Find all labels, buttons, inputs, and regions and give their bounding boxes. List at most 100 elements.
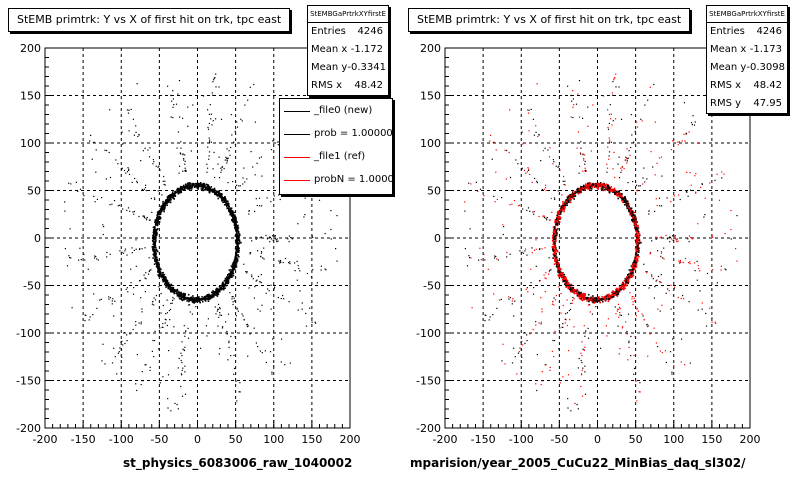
scatter-point <box>637 230 640 233</box>
scatter-point <box>164 206 166 208</box>
scatter-point <box>567 201 570 203</box>
stats-row: Mean x -1.172 <box>308 41 388 59</box>
y-tick-label: 150 <box>420 90 441 103</box>
scatter-point <box>513 315 515 317</box>
scatter-point <box>475 181 477 183</box>
scatter-point <box>188 183 190 185</box>
scatter-point <box>172 197 175 199</box>
scatter-point <box>504 149 506 151</box>
scatter-point <box>505 178 507 180</box>
scatter-point <box>303 216 305 218</box>
scatter-point <box>171 194 174 197</box>
scatter-point <box>153 297 155 299</box>
scatter-point <box>634 228 637 231</box>
scatter-point <box>158 211 160 213</box>
scatter-point <box>197 298 199 301</box>
scatter-point <box>267 288 269 290</box>
scatter-point <box>70 257 72 259</box>
scatter-point <box>582 295 585 298</box>
scatter-point <box>636 250 639 253</box>
scatter-point <box>179 186 182 189</box>
scatter-point <box>280 298 282 300</box>
scatter-point <box>288 241 290 243</box>
scatter-point <box>578 192 581 194</box>
scatter-point <box>229 213 232 216</box>
scatter-point <box>725 269 727 271</box>
scatter-point <box>634 262 636 265</box>
scatter-point <box>563 175 565 178</box>
scatter-point <box>545 217 547 219</box>
scatter-point <box>647 355 649 357</box>
scatter-point <box>633 259 636 262</box>
scatter-point <box>221 284 224 286</box>
scatter-point <box>516 373 518 375</box>
scatter-point <box>175 191 177 193</box>
stats-label: Mean x <box>311 44 348 55</box>
scatter-point <box>209 139 211 141</box>
scatter-point <box>236 238 238 241</box>
scatter-point <box>555 235 557 237</box>
scatter-point <box>228 346 230 348</box>
scatter-point <box>617 163 619 165</box>
scatter-point <box>638 237 640 239</box>
scatter-point <box>627 200 629 203</box>
scatter-point <box>239 391 241 393</box>
scatter-point <box>632 265 634 267</box>
scatter-point <box>530 108 532 110</box>
scatter-point <box>111 362 114 364</box>
scatter-point <box>620 193 622 195</box>
scatter-point <box>720 265 722 267</box>
scatter-point <box>201 296 203 298</box>
scatter-point <box>583 293 585 295</box>
scatter-point <box>336 215 338 217</box>
scatter-point <box>637 126 639 128</box>
scatter-point <box>587 337 590 339</box>
scatter-point <box>721 171 723 173</box>
scatter-point <box>580 191 583 194</box>
scatter-point <box>555 165 557 167</box>
scatter-point <box>253 83 255 86</box>
scatter-point <box>180 189 182 192</box>
scatter-point <box>509 204 511 206</box>
scatter-point <box>145 364 147 366</box>
scatter-point <box>152 159 154 161</box>
scatter-point <box>79 188 82 190</box>
chart-title: StEMB primtrk: Y vs X of first hit on tr… <box>8 8 291 32</box>
scatter-point <box>188 297 190 300</box>
scatter-point <box>533 210 535 213</box>
scatter-point <box>220 286 222 289</box>
scatter-point <box>238 185 240 187</box>
scatter-point <box>228 340 230 342</box>
scatter-point <box>144 364 146 366</box>
scatter-point <box>545 189 547 192</box>
scatter-point <box>606 294 608 297</box>
scatter-point <box>156 259 158 261</box>
scatter-point <box>616 310 618 312</box>
scatter-point <box>488 319 490 321</box>
scatter-point <box>678 194 680 196</box>
scatter-point <box>598 185 601 188</box>
scatter-point <box>646 271 648 273</box>
scatter-point <box>140 160 142 162</box>
scatter-point <box>189 299 191 301</box>
scatter-point <box>198 184 201 187</box>
scatter-point <box>709 182 711 184</box>
scatter-point <box>582 186 584 188</box>
scatter-point <box>149 219 151 221</box>
scatter-point <box>203 184 205 186</box>
scatter-point <box>276 241 278 243</box>
scatter-point <box>164 184 166 186</box>
scatter-point <box>672 289 675 291</box>
scatter-point <box>152 300 154 303</box>
scatter-point <box>658 197 661 199</box>
scatter-point <box>315 322 317 324</box>
scatter-point <box>161 276 163 279</box>
scatter-point <box>235 251 237 253</box>
scatter-point <box>235 266 238 268</box>
scatter-point <box>560 275 562 278</box>
scatter-point <box>566 280 569 282</box>
scatter-point <box>592 183 595 186</box>
scatter-point <box>274 286 276 288</box>
scatter-point <box>246 271 248 273</box>
scatter-point <box>574 192 577 194</box>
